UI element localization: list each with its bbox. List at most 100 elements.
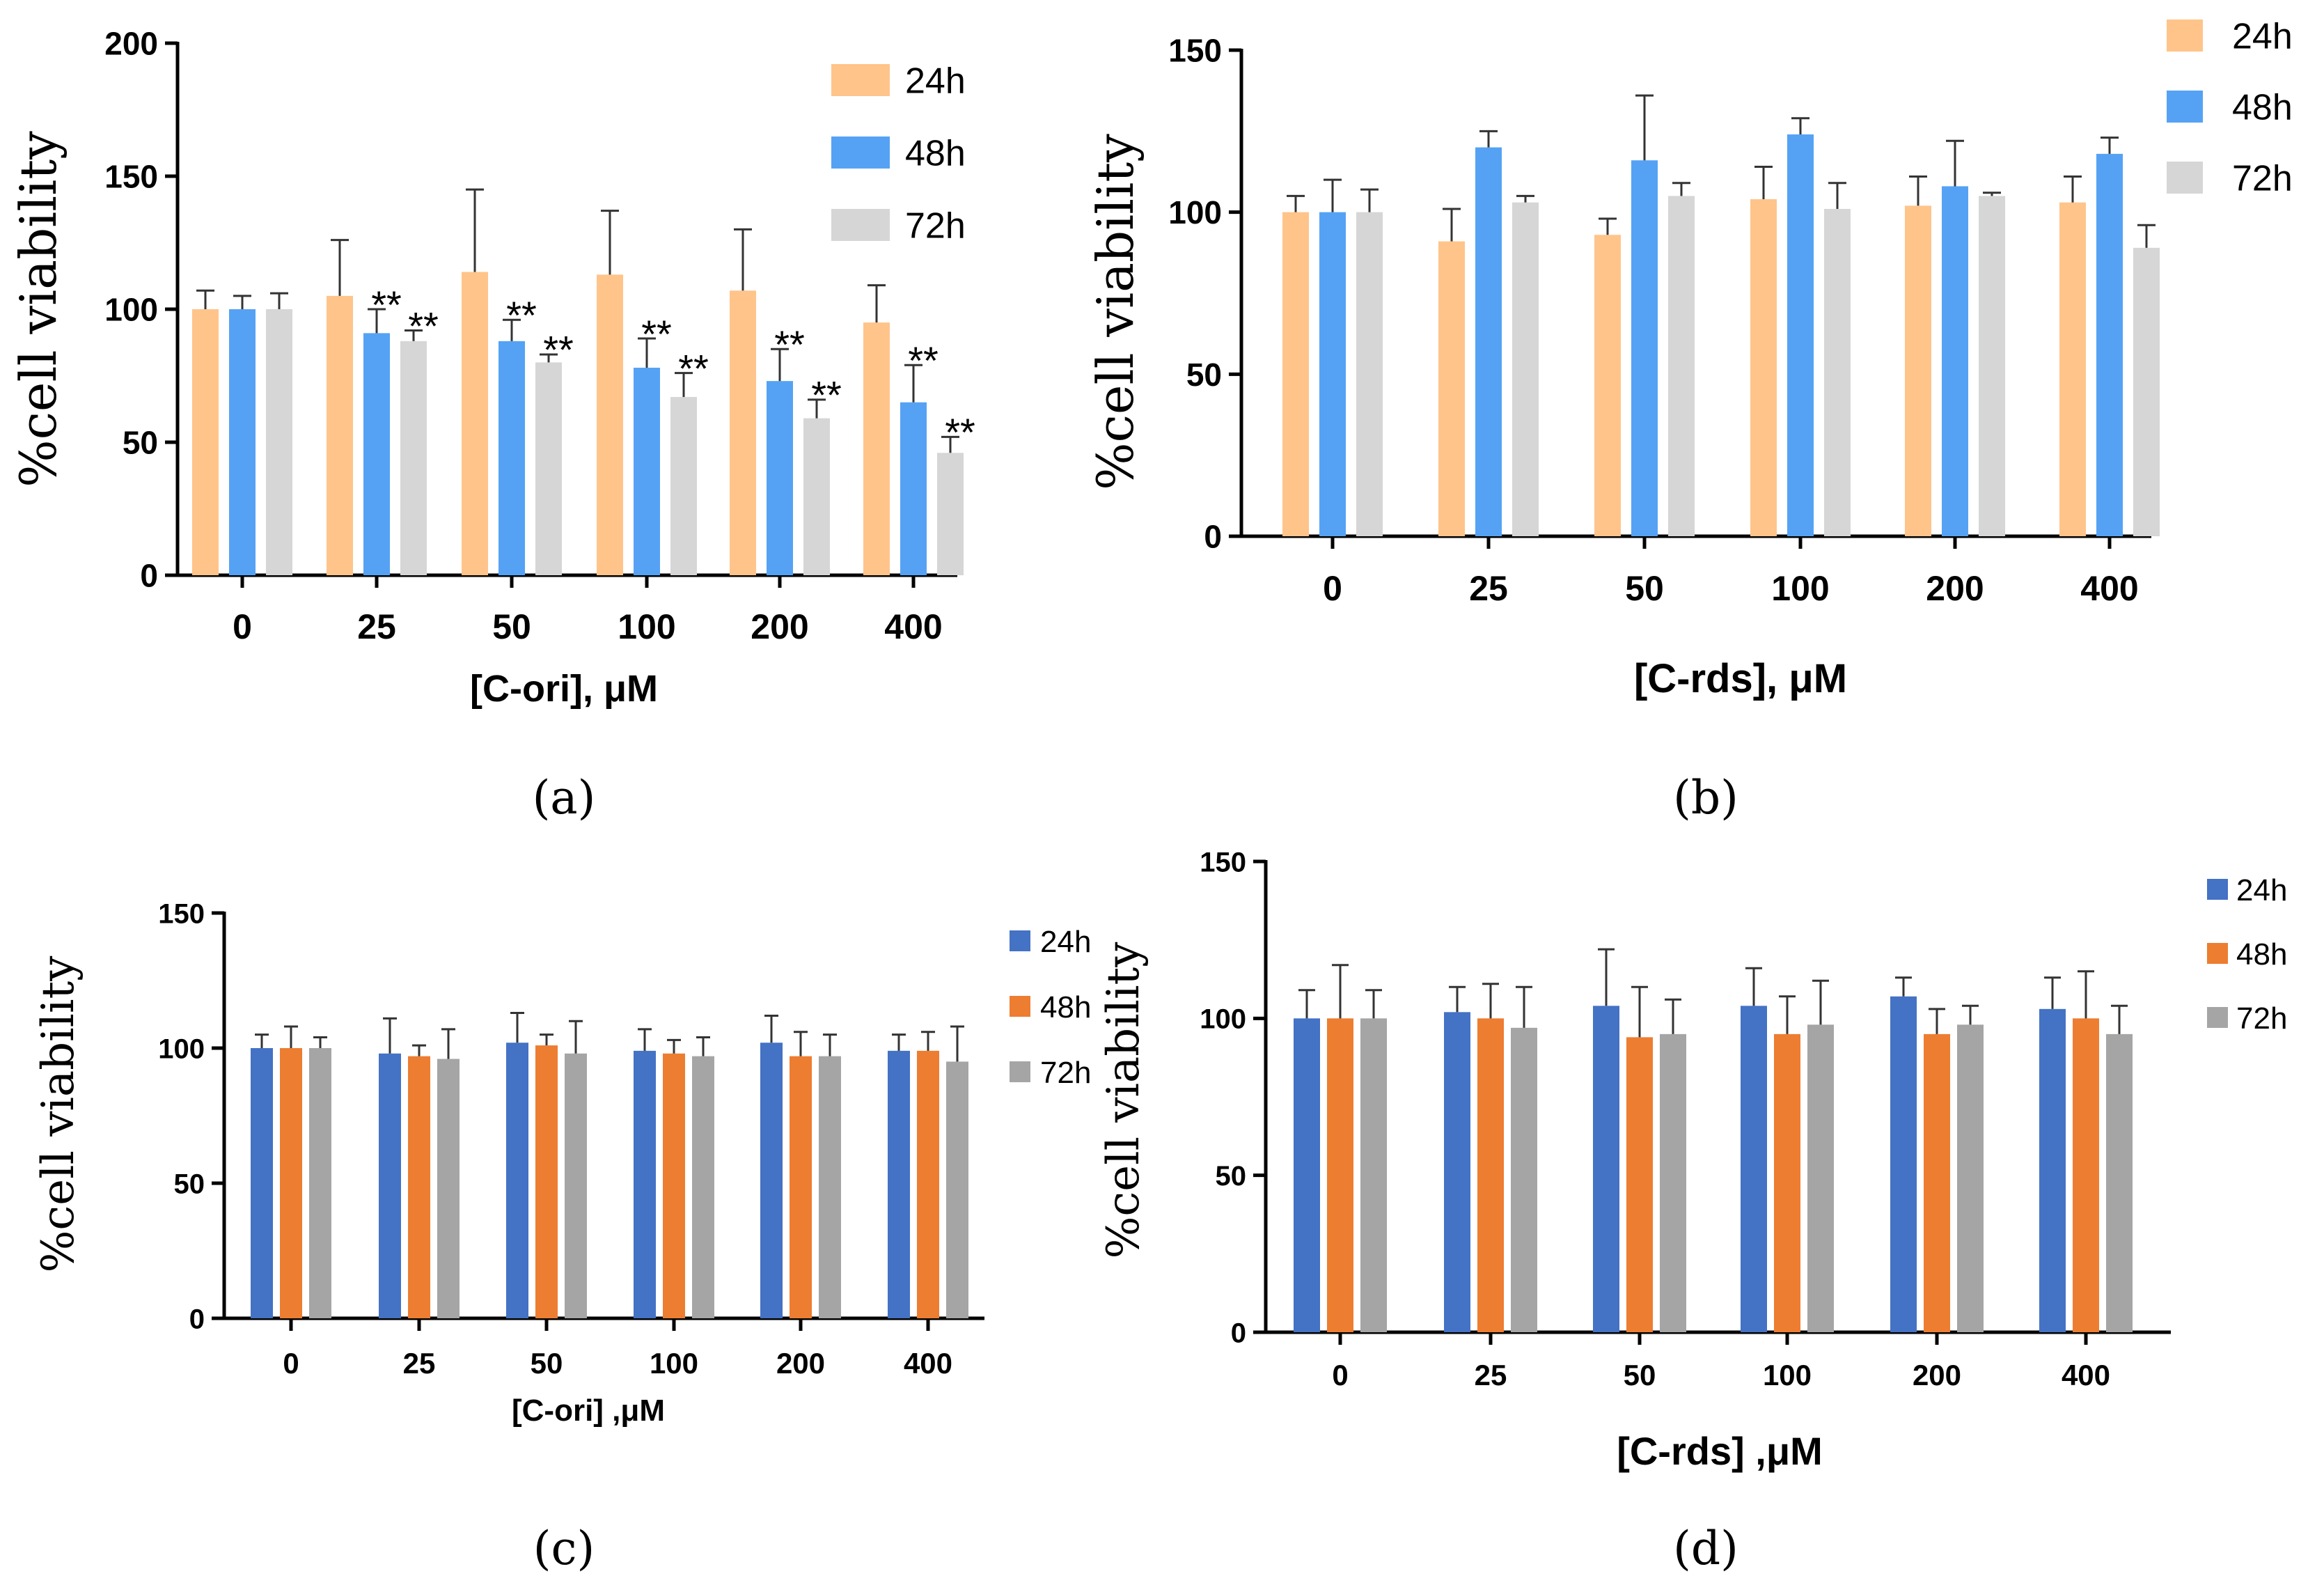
bar: [790, 1056, 812, 1318]
significance-marker: **: [678, 346, 709, 390]
bar: [1924, 1033, 1950, 1332]
significance-marker: **: [945, 410, 975, 454]
x-tick-label: 400: [904, 1347, 952, 1380]
x-tick-label: 25: [403, 1347, 436, 1380]
bar: [670, 397, 697, 575]
y-axis-title: %cell viability: [9, 131, 68, 487]
bar: [1593, 1006, 1619, 1332]
bar: [1327, 1018, 1353, 1332]
chart-panel-c: 0 50 100 150 0 25 50 100 200 400 24h 48h 72h [C-ori] …: [33, 898, 1091, 1575]
x-axis-title: [C-ori], μM: [470, 668, 658, 710]
bar: [498, 341, 525, 575]
y-tick-label: 50: [123, 425, 158, 461]
bar: [663, 1053, 685, 1318]
x-tick-label: 25: [1469, 569, 1508, 608]
x-tick-label: 0: [283, 1347, 299, 1380]
bar: [1979, 196, 2005, 536]
y-tick-label: 150: [1168, 33, 1222, 69]
bar: [1905, 205, 1931, 536]
significance-marker: **: [543, 328, 574, 372]
y-tick-label: 200: [104, 26, 158, 62]
bar: [803, 418, 830, 575]
bar: [1750, 199, 1777, 536]
y-tick-label: 0: [1204, 519, 1222, 555]
legend-swatch: [2167, 19, 2203, 52]
x-tick-label: 200: [1926, 569, 1984, 608]
bar: [1438, 241, 1465, 536]
bar: [1626, 1037, 1653, 1332]
x-tick-label: 50: [492, 607, 531, 646]
y-tick-label: 0: [189, 1304, 205, 1334]
bar: [1631, 160, 1658, 537]
legend-swatch: [2167, 91, 2203, 123]
bar: [1660, 1033, 1686, 1332]
bar: [597, 274, 623, 575]
y-tick-label: 0: [1231, 1318, 1246, 1348]
bar: [2133, 247, 2160, 536]
y-tick-label: 150: [158, 898, 205, 929]
x-tick-label: 100: [1771, 569, 1829, 608]
bar: [192, 309, 219, 575]
legend-label: 72h: [2236, 1001, 2287, 1036]
legend-swatch: [831, 64, 890, 96]
bar: [266, 309, 292, 575]
bar: [1807, 1024, 1834, 1332]
bar: [535, 1045, 558, 1318]
x-axis-title: [C-rds] ,μM: [1617, 1429, 1823, 1473]
legend-label: 72h: [905, 206, 966, 247]
bar: [363, 333, 390, 575]
bar: [1787, 134, 1814, 536]
legend-label: 48h: [2236, 937, 2287, 971]
x-tick-label: 100: [618, 607, 675, 646]
x-tick-label: 0: [1323, 569, 1342, 608]
legend-swatch: [2167, 162, 2203, 194]
x-tick-label: 200: [776, 1347, 825, 1380]
bar: [327, 295, 353, 575]
legend-label: 48h: [1040, 990, 1091, 1024]
y-tick-label: 100: [1168, 194, 1222, 231]
y-tick-label: 0: [140, 558, 158, 594]
legend-swatch: [1010, 930, 1030, 951]
legend-swatch: [831, 209, 890, 241]
y-tick-label: 150: [104, 159, 158, 195]
panel-label: (a): [533, 771, 596, 825]
legend-swatch: [831, 136, 890, 169]
y-tick-label: 50: [174, 1169, 205, 1199]
legend-swatch: [2207, 1007, 2228, 1028]
bar: [565, 1053, 587, 1318]
x-tick-label: 50: [531, 1347, 563, 1380]
bar: [229, 309, 256, 575]
bar: [251, 1048, 273, 1318]
bar: [2096, 153, 2123, 536]
significance-marker: **: [371, 283, 402, 327]
x-tick-label: 100: [650, 1347, 698, 1380]
bar: [946, 1061, 968, 1318]
panel-label: (b): [1673, 771, 1738, 825]
bar: [1942, 186, 1968, 536]
legend-label: 72h: [1040, 1056, 1091, 1090]
bar: [1512, 202, 1539, 536]
bar: [2039, 1008, 2066, 1332]
y-tick-label: 150: [1200, 847, 1246, 877]
significance-marker: **: [641, 312, 672, 356]
y-axis-title: %cell viability: [1098, 942, 1149, 1259]
bar: [1475, 147, 1502, 537]
bar: [1741, 1006, 1767, 1332]
bar: [1957, 1024, 1984, 1332]
x-tick-label: 0: [1332, 1359, 1348, 1391]
y-axis-title: %cell viability: [33, 956, 84, 1273]
bar: [819, 1056, 841, 1318]
x-tick-label: 100: [1763, 1359, 1812, 1391]
legend-swatch: [1010, 996, 1030, 1017]
bar: [408, 1056, 430, 1318]
bar: [309, 1048, 331, 1318]
bar: [760, 1043, 783, 1318]
bar: [900, 402, 927, 575]
bar: [767, 381, 793, 575]
significance-marker: **: [811, 373, 842, 417]
bar: [863, 322, 890, 575]
legend-label: 24h: [905, 61, 966, 102]
significance-marker: **: [774, 322, 805, 366]
legend-label: 24h: [2236, 873, 2287, 907]
